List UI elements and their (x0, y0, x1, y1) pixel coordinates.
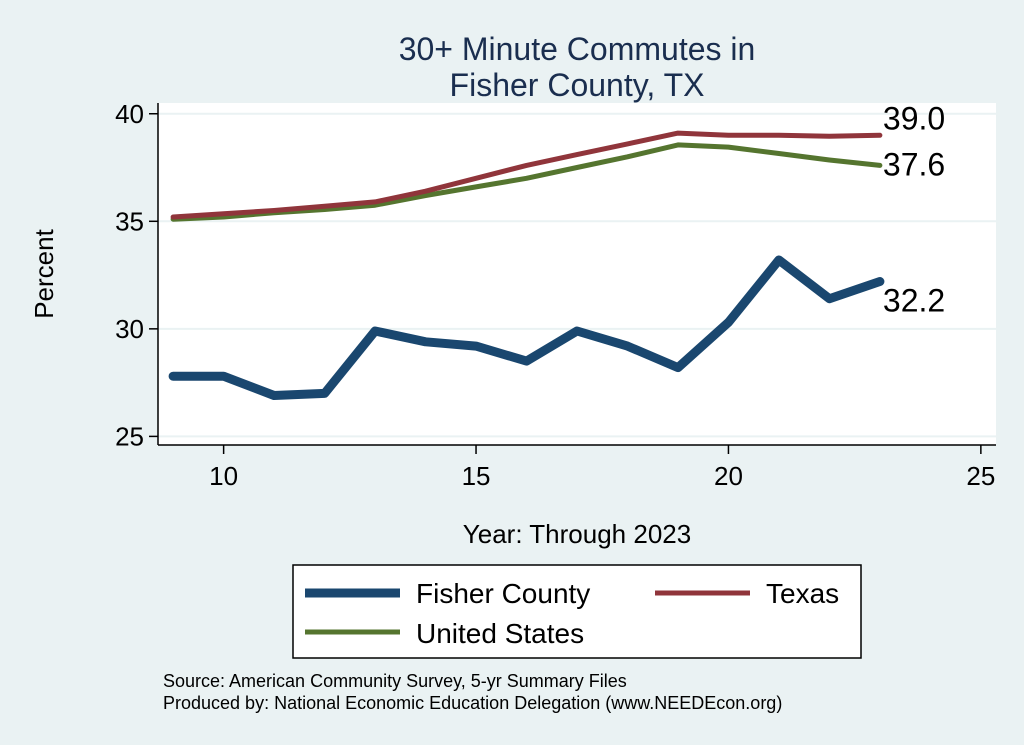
legend-label-texas: Texas (766, 578, 839, 609)
legend-label-united-states: United States (416, 618, 584, 649)
end-label-texas: 39.0 (883, 100, 945, 136)
x-tick-label: 25 (966, 461, 995, 491)
series-line-fisher-county (168, 255, 885, 400)
end-label-united-states: 37.6 (883, 146, 945, 182)
legend-label-fisher-county: Fisher County (416, 578, 590, 609)
y-tick-label: 25 (115, 421, 144, 451)
source-note-line-2: Produced by: National Economic Education… (163, 693, 782, 713)
y-tick-label: 30 (115, 314, 144, 344)
series-line-texas (170, 130, 883, 220)
chart-title-line-2: Fisher County, TX (450, 67, 705, 103)
plot-area (158, 103, 996, 445)
chart-title-line-1: 30+ Minute Commutes in (399, 31, 756, 67)
series-lines (168, 130, 885, 400)
source-note-line-1: Source: American Community Survey, 5-yr … (163, 671, 627, 691)
axes (149, 103, 996, 454)
x-axis-title: Year: Through 2023 (463, 519, 691, 549)
tick-labels: 25 30 35 40 10 15 20 25 (115, 99, 995, 491)
y-tick-label: 40 (115, 99, 144, 129)
series-line-united-states (170, 142, 883, 222)
y-axis-title: Percent (29, 228, 59, 318)
x-tick-label: 20 (714, 461, 743, 491)
legend: Fisher County Texas United States (292, 564, 862, 659)
end-label-fisher-county: 32.2 (883, 283, 945, 319)
x-tick-label: 10 (209, 461, 238, 491)
y-tick-label: 35 (115, 206, 144, 236)
legend-box (292, 564, 862, 659)
end-labels: 32.2 39.0 37.6 (883, 100, 945, 318)
x-tick-label: 15 (462, 461, 491, 491)
